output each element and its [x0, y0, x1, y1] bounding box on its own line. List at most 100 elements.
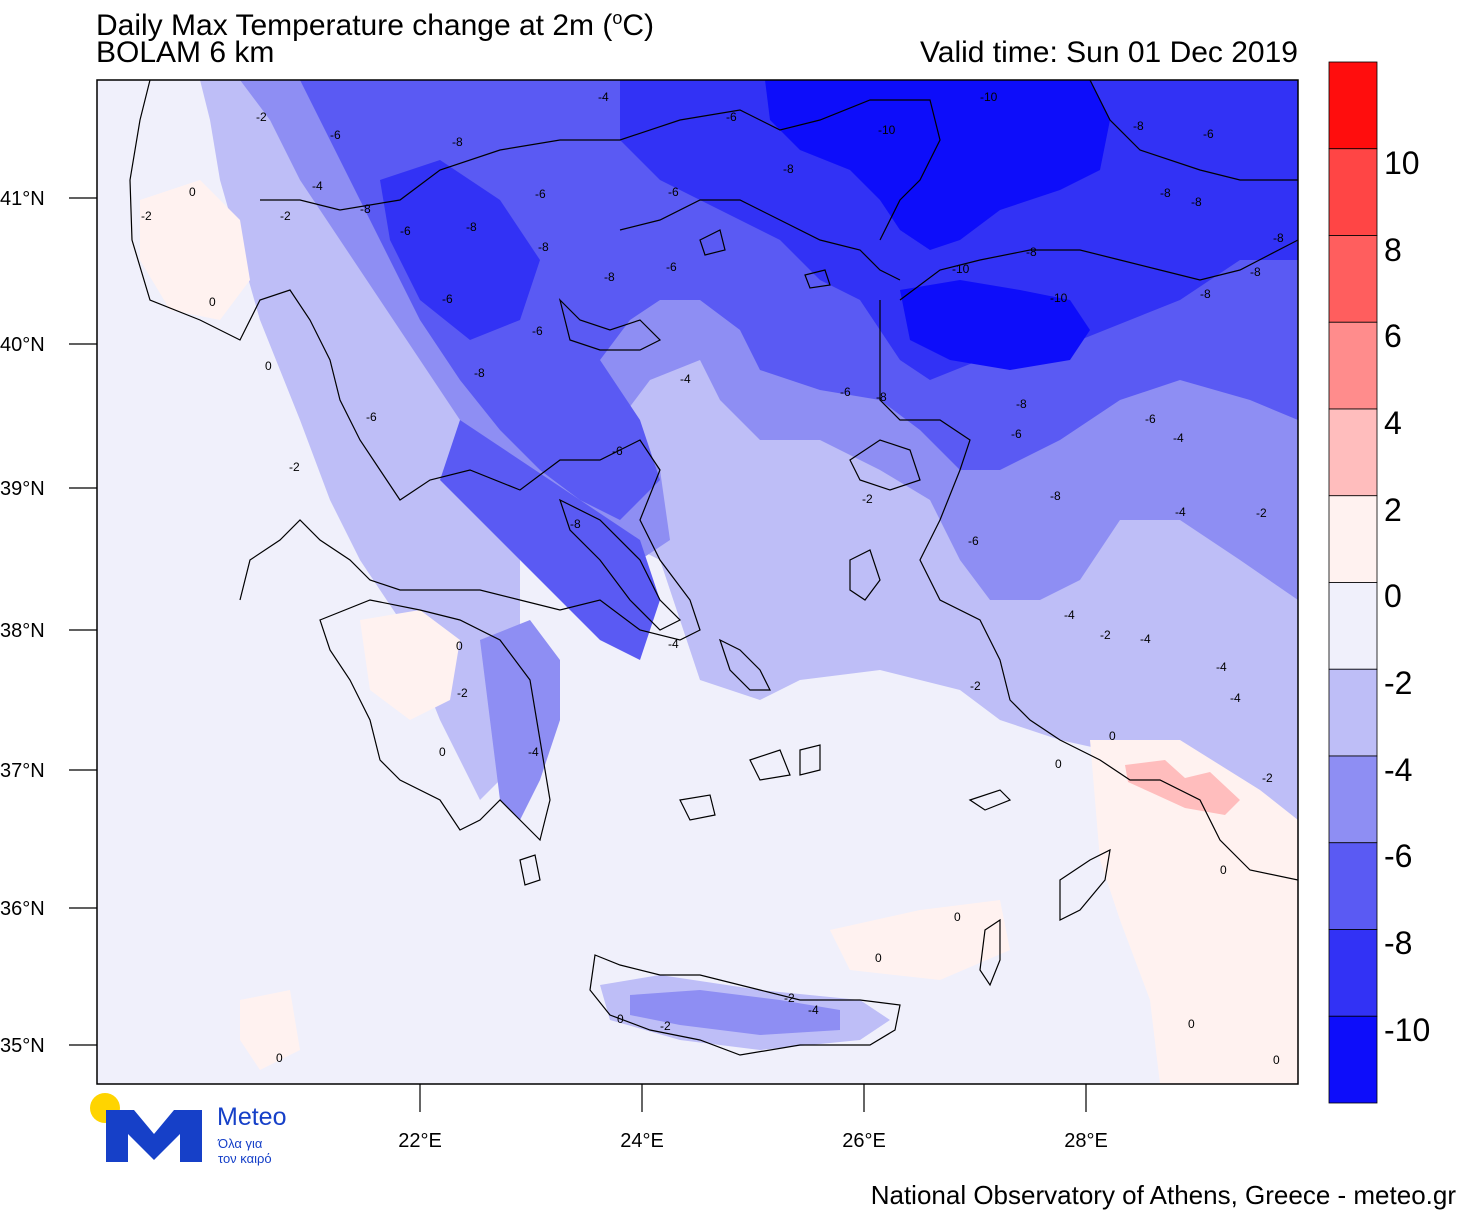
colorbar-box	[1328, 582, 1378, 670]
contour-label: -4	[1140, 632, 1151, 646]
chios-coastline	[849, 549, 881, 601]
contour-label: -2	[784, 991, 795, 1005]
thrace-coastline	[619, 199, 901, 281]
colorbar-label-4: 4	[1384, 405, 1402, 441]
cyclades-island-3	[718, 638, 771, 691]
colorbar-label-minus4: -4	[1384, 752, 1413, 788]
colorbar-box	[1328, 1015, 1378, 1104]
contour-label: 0	[617, 1012, 624, 1026]
plot-frame	[96, 79, 1299, 1085]
contour-label: -8	[1200, 287, 1211, 301]
contour-label: -4	[1175, 505, 1186, 519]
contour-label: -2	[141, 209, 152, 223]
lat-label-40: 40°N	[0, 334, 45, 356]
euboea-coastline	[558, 498, 682, 631]
contour-label: -4	[680, 372, 691, 386]
contour-label: 0	[439, 745, 446, 759]
field-warm-southwest	[240, 990, 300, 1070]
contour-label: -2	[970, 679, 981, 693]
colorbar-box	[1328, 668, 1378, 757]
map-title-suffix: C)	[622, 9, 655, 42]
lon-label-28: 28°E	[1064, 1130, 1108, 1152]
logo-tagline-line1: Όλα για	[218, 1136, 263, 1151]
contour-label: -4	[1064, 608, 1075, 622]
contour-label: -8	[1050, 489, 1061, 503]
colorbar-box	[1328, 842, 1378, 930]
contour-label: 0	[276, 1051, 283, 1065]
cyclades-island-4	[679, 794, 716, 821]
contour-label: -6	[726, 110, 737, 124]
contour-label: -6	[535, 187, 546, 201]
field-warm-southeast	[1090, 740, 1298, 1084]
rhodes-coastline	[1059, 848, 1111, 921]
black-sea-coastline	[1089, 80, 1298, 181]
contour-label: -8	[876, 390, 887, 404]
contour-label: -8	[360, 202, 371, 216]
colorbar-box	[1328, 929, 1378, 1017]
contour-label: -10	[952, 262, 970, 276]
contour-label: 0	[875, 951, 882, 965]
cyclades-island-2	[799, 744, 821, 776]
colorbar-box	[1328, 321, 1378, 410]
contour-label: -8	[570, 517, 581, 531]
contour-label: -2	[1256, 506, 1267, 520]
lat-label-37: 37°N	[0, 760, 45, 782]
valid-time: Valid time: Sun 01 Dec 2019	[919, 36, 1298, 69]
lat-label-35: 35°N	[0, 1035, 45, 1057]
contour-label: -2	[280, 209, 291, 223]
contour-label: 0	[265, 359, 272, 373]
logo-m-icon	[106, 1110, 202, 1162]
field-warm-south	[830, 900, 1010, 980]
contour-label: -8	[1133, 119, 1144, 133]
temperature-field	[97, 80, 1298, 1084]
logo-tagline-line2: τον καιρό	[218, 1151, 272, 1166]
contour-label: -6	[666, 260, 677, 274]
colorbar-label-minus8: -8	[1384, 925, 1413, 961]
field-warm-peloponnese	[360, 610, 460, 720]
lat-label-41: 41°N	[0, 188, 45, 210]
contour-label: -6	[1145, 412, 1156, 426]
balkan-coastline	[129, 80, 701, 641]
contour-label: -2	[1100, 628, 1111, 642]
field-band-crete-minus4	[630, 990, 840, 1035]
contour-label: -6	[1203, 127, 1214, 141]
contour-label: -6	[532, 324, 543, 338]
lon-label-26: 26°E	[842, 1130, 886, 1152]
colorbar-label-minus6: -6	[1384, 838, 1413, 874]
contour-label: 0	[189, 185, 196, 199]
samos-coastline	[968, 789, 1012, 811]
contour-label: -10	[878, 123, 896, 137]
colorbar-box	[1328, 408, 1378, 497]
colorbar-label-6: 6	[1384, 318, 1402, 354]
contour-label: -4	[598, 90, 609, 104]
contour-label: -6	[400, 224, 411, 238]
contour-label: -2	[256, 110, 267, 124]
coastlines	[129, 80, 1298, 1056]
contour-label: 0	[1109, 729, 1116, 743]
contour-label: -4	[1216, 660, 1227, 674]
contour-label: -8	[1160, 186, 1171, 200]
contour-label: -10	[1050, 291, 1068, 305]
contour-label: -6	[968, 534, 979, 548]
map-title-prefix: Daily Max Temperature change at 2m (	[96, 9, 613, 42]
colorbar-label-10: 10	[1384, 145, 1420, 181]
contour-label: -4	[668, 637, 679, 651]
logo-brand-name: Meteo	[217, 1103, 287, 1131]
crete-coastline	[589, 954, 901, 1056]
latitude-ticks	[69, 197, 97, 1046]
lon-label-24: 24°E	[620, 1130, 664, 1152]
marmara-coastline	[899, 239, 1298, 301]
contour-label: -4	[1230, 691, 1241, 705]
lesvos-coastline	[849, 439, 921, 491]
contour-label: -2	[1262, 771, 1273, 785]
contour-label: -8	[783, 162, 794, 176]
karpathos-coastline	[979, 918, 1001, 987]
colorbar-label-0: 0	[1384, 578, 1402, 614]
field-warm-anatolia-2-4	[1125, 760, 1240, 815]
contour-label: -8	[466, 220, 477, 234]
contour-label: -4	[1173, 431, 1184, 445]
greece-northern-border	[260, 99, 941, 241]
colorbar-box	[1328, 495, 1378, 583]
colorbar	[1328, 61, 1378, 1104]
